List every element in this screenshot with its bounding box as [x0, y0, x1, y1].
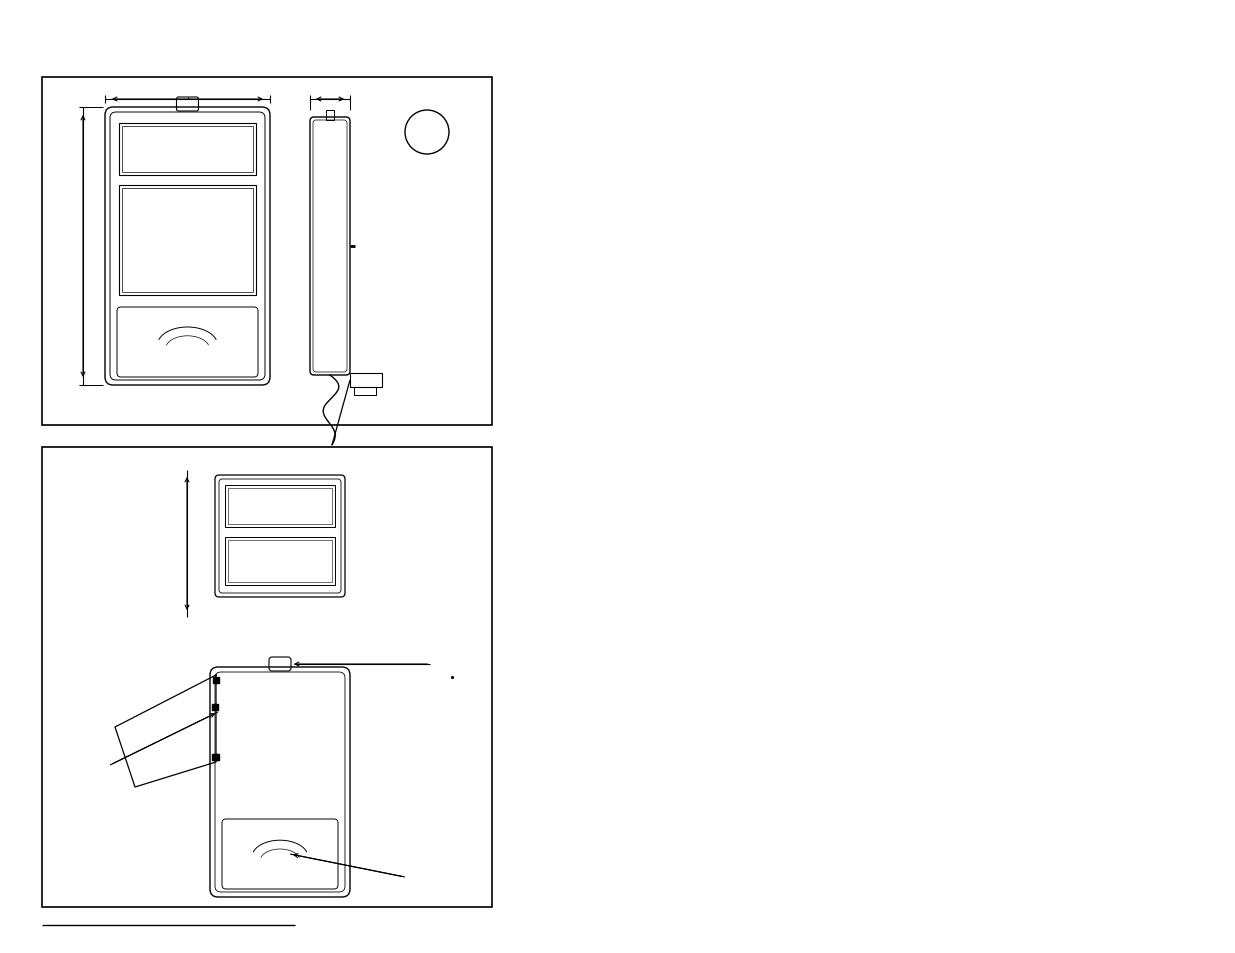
- Bar: [350, 374, 382, 388]
- Bar: [122, 127, 253, 172]
- Bar: [354, 388, 375, 395]
- Bar: [42, 448, 492, 907]
- Bar: [119, 186, 256, 295]
- Bar: [225, 485, 335, 527]
- Bar: [122, 189, 253, 293]
- Bar: [42, 78, 492, 426]
- Bar: [225, 537, 335, 585]
- Bar: [119, 124, 256, 175]
- Bar: [228, 489, 332, 524]
- Bar: [228, 540, 332, 582]
- Bar: [326, 111, 333, 121]
